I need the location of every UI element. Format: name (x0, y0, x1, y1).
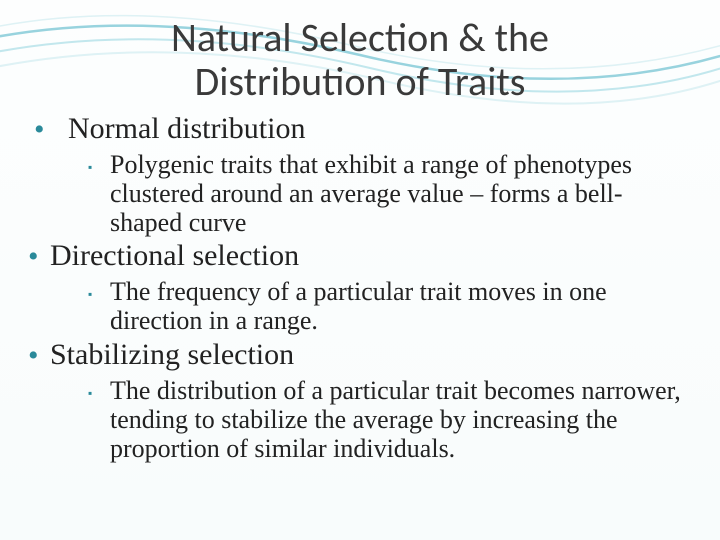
bullet-dot-icon: • (28, 239, 50, 275)
slide-title: Natural Selection & the Distribution of … (28, 16, 692, 104)
subbullet-text: Polygenic traits that exhibit a range of… (110, 150, 692, 237)
bullet-square-icon: ▪ (88, 150, 110, 175)
bullet-square-icon: ▪ (88, 277, 110, 302)
bullet-stabilizing-selection: • Stabilizing selection (28, 338, 692, 374)
title-line-2: Distribution of Traits (195, 57, 526, 106)
title-line-1: Natural Selection & the (171, 13, 549, 62)
subbullet-directional-selection: ▪ The frequency of a particular trait mo… (28, 277, 692, 335)
bullet-dot-icon: • (28, 112, 68, 148)
bullet-label: Normal distribution (68, 112, 305, 147)
bullet-normal-distribution: • Normal distribution (28, 112, 692, 148)
subbullet-stabilizing-selection: ▪ The distribution of a particular trait… (28, 376, 692, 463)
bullet-square-icon: ▪ (88, 376, 110, 401)
bullet-label: Directional selection (50, 239, 299, 274)
bullet-label: Stabilizing selection (50, 338, 294, 373)
subbullet-text: The distribution of a particular trait b… (110, 376, 692, 463)
slide-content: Natural Selection & the Distribution of … (0, 0, 720, 483)
bullet-dot-icon: • (28, 338, 50, 374)
bullet-directional-selection: • Directional selection (28, 239, 692, 275)
subbullet-normal-distribution: ▪ Polygenic traits that exhibit a range … (28, 150, 692, 237)
subbullet-text: The frequency of a particular trait move… (110, 277, 692, 335)
